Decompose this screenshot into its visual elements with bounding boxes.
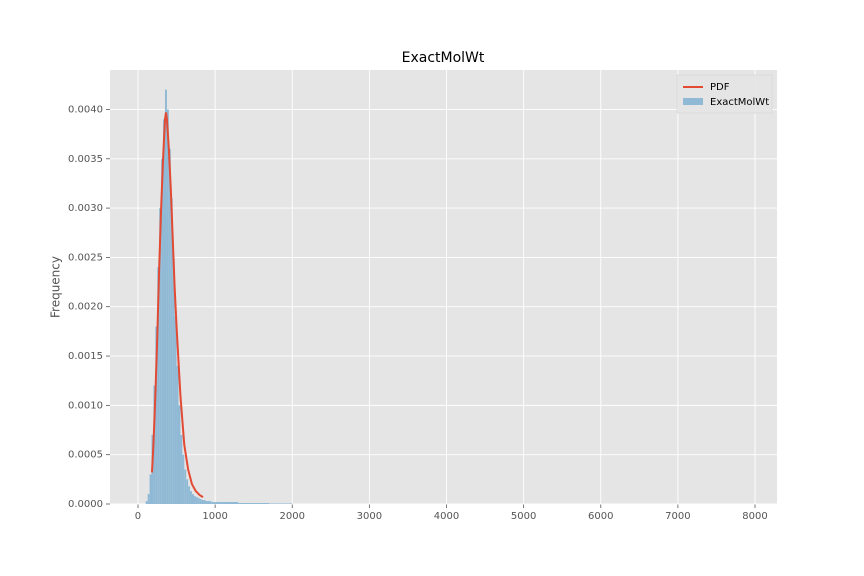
histogram-bar (180, 434, 183, 504)
histogram-bar (174, 316, 177, 504)
histogram-bar (201, 500, 204, 504)
pdf-line (150, 112, 204, 498)
histogram-bar (190, 491, 192, 504)
y-axis-label: Frequency (49, 256, 63, 318)
histogram-bar (184, 469, 187, 504)
histogram-bar (238, 503, 246, 504)
histogram-bar (188, 486, 191, 504)
histogram-bar (245, 503, 254, 504)
legend-label: ExactMolWt (710, 97, 769, 108)
histogram-bar (149, 474, 152, 504)
y-tick-label: 0.0035 (68, 154, 103, 165)
plot-area (110, 70, 777, 504)
histogram-bar (203, 500, 206, 504)
histogram-bar (159, 208, 162, 504)
y-tick-label: 0.0015 (68, 351, 103, 362)
histogram-bar (191, 494, 194, 504)
x-tick-label: 6000 (588, 511, 613, 522)
histogram-bar (163, 119, 165, 505)
histogram-bar (168, 148, 171, 504)
x-tick-label: 2000 (280, 511, 305, 522)
histogram-bar (213, 502, 216, 504)
legend-label: PDF (710, 82, 730, 93)
histogram-bar (199, 499, 202, 504)
x-tick-label: 7000 (665, 511, 690, 522)
histogram-bar (155, 326, 158, 504)
x-tick-label: 4000 (434, 511, 459, 522)
histogram-bar (215, 502, 223, 504)
histogram-bar (205, 501, 208, 504)
histogram-bar (222, 502, 231, 504)
y-tick-label: 0.0025 (68, 252, 103, 263)
histogram-bar (193, 496, 196, 504)
chart-title: ExactMolWt (402, 50, 485, 66)
histogram-bar (166, 109, 169, 505)
histogram-bar (253, 503, 262, 504)
histogram-bar (178, 405, 181, 504)
x-tick-label: 8000 (742, 511, 767, 522)
y-tick-label: 0.0000 (68, 499, 103, 510)
histogram-bar (164, 89, 167, 505)
y-tick-label: 0.0010 (68, 400, 103, 411)
x-tick-label: 0 (135, 511, 141, 522)
histogram-bar (230, 502, 239, 504)
x-tick-label: 3000 (357, 511, 382, 522)
histogram-bar (157, 267, 160, 504)
histogram-bar (182, 454, 185, 504)
histogram-bar (161, 158, 164, 505)
x-tick-label: 5000 (511, 511, 536, 522)
histogram-bar (170, 198, 173, 504)
histogram-bar (261, 503, 270, 504)
x-tick-label: 1000 (202, 511, 227, 522)
y-tick-label: 0.0030 (68, 203, 103, 214)
histogram-bar (172, 257, 175, 504)
y-tick-label: 0.0040 (68, 104, 103, 115)
histogram-bar (197, 498, 200, 504)
histogram-bar (211, 502, 214, 504)
histogram-bar (145, 501, 148, 504)
legend-swatch (683, 98, 703, 105)
y-tick-label: 0.0020 (68, 302, 103, 313)
histogram-bar (209, 501, 212, 504)
histogram-bar (186, 479, 189, 504)
legend-box (676, 74, 773, 114)
histogram-bar (176, 365, 179, 504)
histogram-bar (195, 497, 198, 504)
y-tick-label: 0.0005 (68, 450, 103, 461)
histogram-bar (147, 494, 150, 504)
histogram-bar (207, 501, 210, 504)
